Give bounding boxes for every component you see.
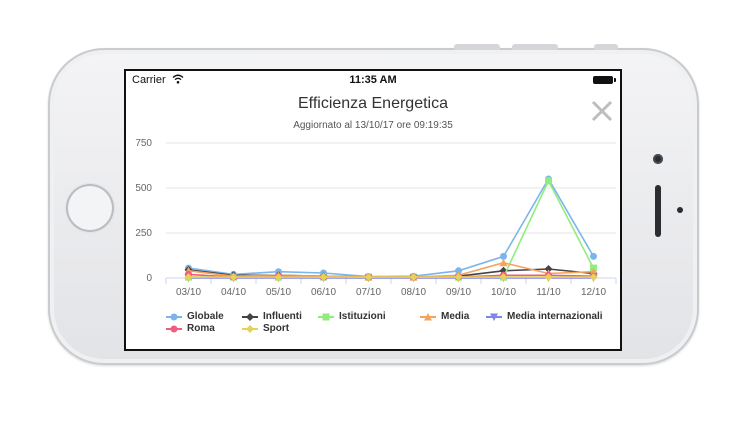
x-axis-labels: 03/10 04/10 05/10 06/10 07/10 08/10 09/10 10/10… xyxy=(165,278,617,298)
legend-label: Globale xyxy=(187,311,224,322)
y-tick-label: 750 xyxy=(135,138,152,149)
data-point[interactable] xyxy=(499,273,508,282)
data-point[interactable] xyxy=(544,265,553,273)
x-tick-label: 04/10 xyxy=(221,287,246,298)
legend-marker xyxy=(246,312,254,321)
x-tick-label: 10/10 xyxy=(491,287,516,298)
screen: Carrier 11:35 AM Efficienza Energetica A… xyxy=(124,69,622,351)
legend-label: Influenti xyxy=(263,311,302,322)
data-point[interactable] xyxy=(500,252,507,260)
x-tick-label: 05/10 xyxy=(266,287,291,298)
data-point[interactable] xyxy=(319,273,328,282)
data-point[interactable] xyxy=(589,267,598,276)
x-tick-label: 09/10 xyxy=(446,287,471,298)
legend-marker xyxy=(246,324,254,333)
data-point[interactable] xyxy=(545,177,552,185)
series-line xyxy=(188,178,595,278)
data-point[interactable] xyxy=(184,273,193,282)
legend-item-roma[interactable]: Roma xyxy=(166,323,215,334)
legend-item-sport[interactable]: Sport xyxy=(242,323,289,334)
legend-symbol xyxy=(318,313,334,320)
mute-switch xyxy=(594,44,618,50)
legend-item-influenti[interactable]: Influenti xyxy=(242,311,302,322)
data-point[interactable] xyxy=(229,273,238,282)
series-istituzioni xyxy=(185,177,597,281)
battery-icon xyxy=(593,76,616,84)
carrier-label: Carrier xyxy=(132,74,166,86)
legend-item-media[interactable]: Media xyxy=(420,311,469,322)
data-point[interactable] xyxy=(409,273,418,282)
wifi-icon xyxy=(172,74,184,84)
grid-lines xyxy=(166,142,616,279)
legend-symbol xyxy=(420,312,436,320)
series-sport xyxy=(184,273,598,282)
volume-down-button xyxy=(512,44,558,50)
x-tick-label: 06/10 xyxy=(311,287,336,298)
legend-symbol xyxy=(242,312,258,321)
volume-up-button xyxy=(454,44,500,50)
legend-label: Sport xyxy=(263,323,290,334)
legend-label: Istituzioni xyxy=(339,311,386,322)
data-point[interactable] xyxy=(544,273,553,282)
legend-symbol xyxy=(242,324,258,333)
y-axis-labels: 750 500 250 0 xyxy=(135,138,152,284)
front-camera xyxy=(653,154,663,164)
close-icon[interactable] xyxy=(588,97,616,125)
legend-symbol xyxy=(166,313,182,320)
data-point[interactable] xyxy=(590,252,597,260)
earpiece-speaker xyxy=(655,185,661,237)
legend-symbol xyxy=(166,325,182,332)
legend-symbol xyxy=(486,313,502,321)
series-globale xyxy=(185,175,597,281)
x-tick-label: 08/10 xyxy=(401,287,426,298)
x-tick-label: 11/10 xyxy=(536,287,561,298)
chart-subtitle: Aggiornato al 13/10/17 ore 09:19:35 xyxy=(293,120,453,131)
x-tick-label: 07/10 xyxy=(356,287,381,298)
legend-item-globale[interactable]: Globale xyxy=(166,311,224,322)
y-tick-label: 250 xyxy=(135,228,152,239)
y-tick-label: 500 xyxy=(135,183,152,194)
legend-marker xyxy=(170,325,178,332)
proximity-sensor xyxy=(677,207,683,213)
status-bar: Carrier 11:35 AM xyxy=(126,71,620,89)
series-line xyxy=(188,177,595,278)
legend-marker xyxy=(170,313,178,320)
data-point[interactable] xyxy=(589,273,598,282)
legend-label: Roma xyxy=(187,323,215,334)
data-point[interactable] xyxy=(499,258,508,267)
legend-marker xyxy=(490,313,498,321)
chart-title: Efficienza Energetica xyxy=(297,95,448,112)
data-point[interactable] xyxy=(364,273,373,282)
data-point[interactable] xyxy=(274,273,283,282)
legend-marker xyxy=(322,313,330,320)
series-group xyxy=(184,175,598,282)
legend-label: Media xyxy=(441,311,470,322)
data-point[interactable] xyxy=(454,273,463,282)
legend-item-istituzioni[interactable]: Istituzioni xyxy=(318,311,386,322)
line-chart: 750 500 250 0 03/10 04/10 05/10 06/10 07/10 08/1… xyxy=(135,138,617,298)
x-tick-label: 03/10 xyxy=(176,287,201,298)
y-tick-label: 0 xyxy=(146,273,152,284)
clock: 11:35 AM xyxy=(349,74,397,86)
home-button[interactable] xyxy=(66,184,114,232)
legend-item-media-internazionali[interactable]: Media internazionali xyxy=(486,311,603,322)
data-point[interactable] xyxy=(455,267,462,275)
legend-label: Media internazionali xyxy=(507,311,603,322)
legend-marker xyxy=(424,312,432,320)
x-tick-label: 12/10 xyxy=(581,287,606,298)
